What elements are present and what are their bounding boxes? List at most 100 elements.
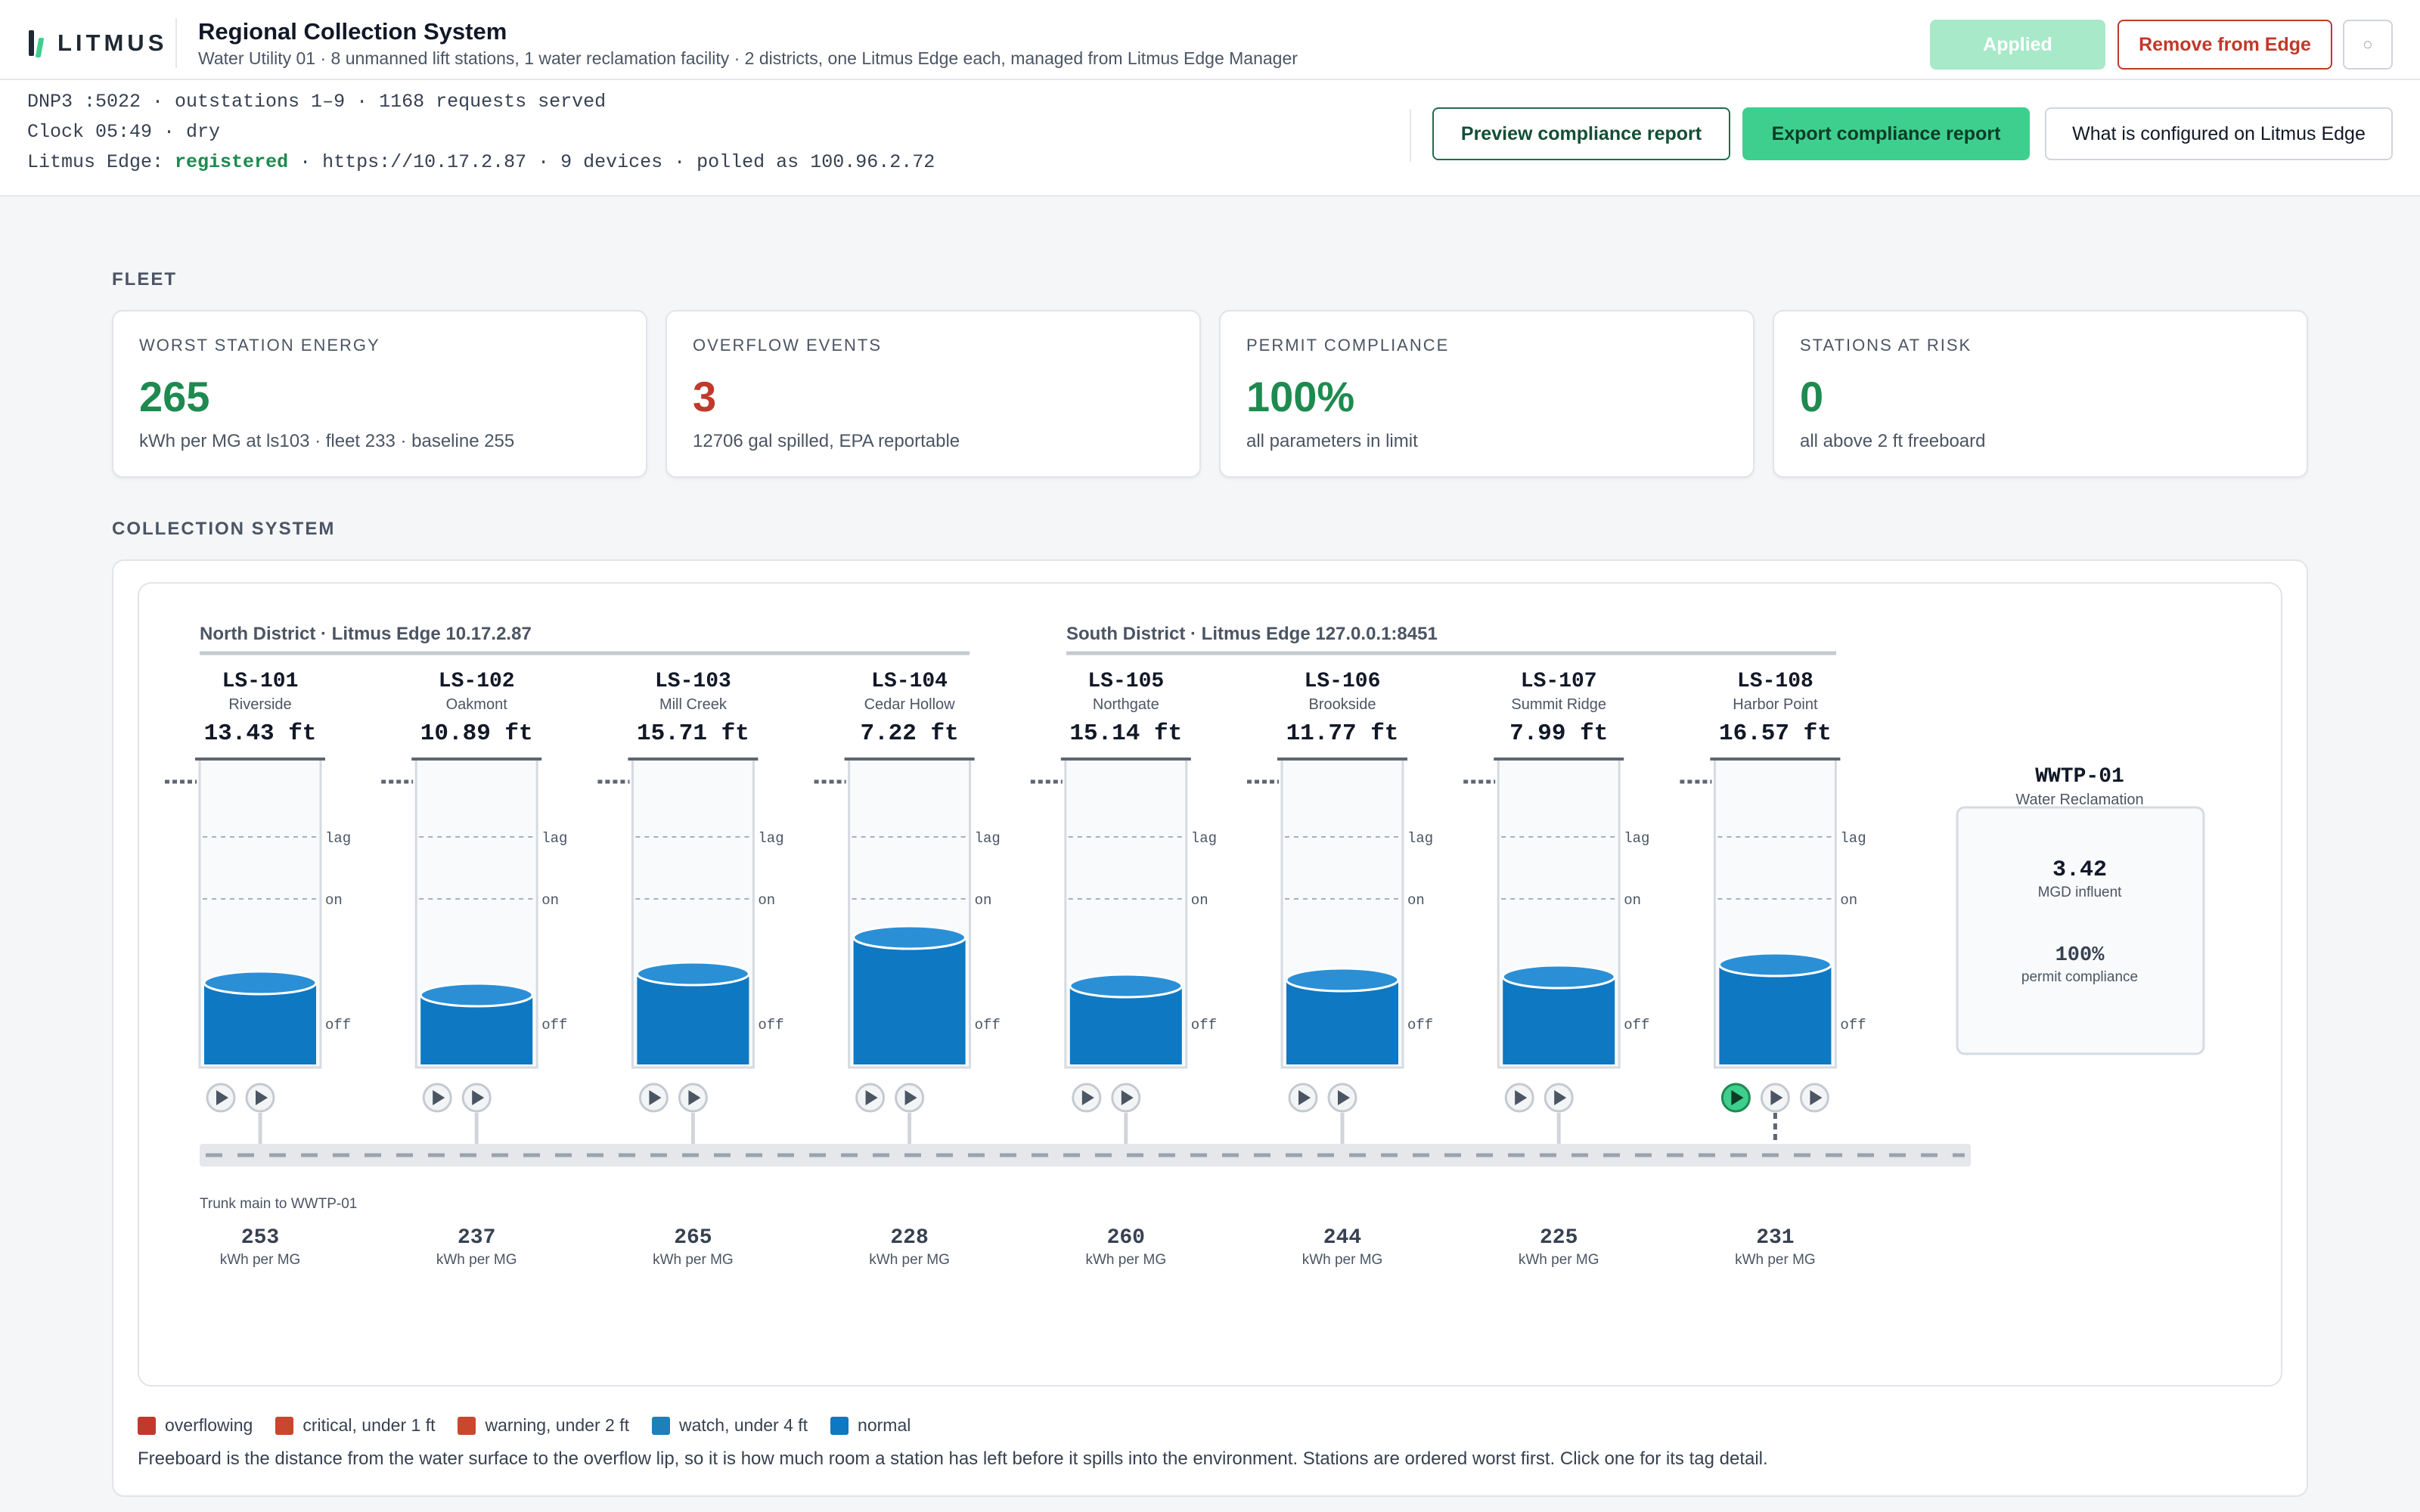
setpoint-on-label: on <box>975 892 992 909</box>
station-level: 10.89 ft <box>420 720 533 747</box>
wwtp-facility[interactable]: WWTP-01 Water Reclamation 3.42 MGD influent… <box>1956 765 2205 1055</box>
station-energy-unit: kWh per MG <box>220 1252 301 1268</box>
setpoint-on-label: on <box>1191 892 1208 909</box>
station-level: 7.99 ft <box>1509 720 1608 747</box>
kpi-card-stations-at-risk[interactable]: STATIONS AT RISK 0 all above 2 ft freebo… <box>1773 310 2308 478</box>
station-energy-unit: kWh per MG <box>869 1252 950 1268</box>
station-id: LS-106 <box>1305 670 1381 693</box>
kpi-card-permit-compliance[interactable]: PERMIT COMPLIANCE 100% all parameters in… <box>1219 310 1754 478</box>
station-ls-108[interactable]: LS-108 Harbor Point 16.57 ft lag on off 231 kWh… <box>1680 670 1866 1268</box>
water-level <box>1719 965 1832 1064</box>
pump-idle-icon[interactable] <box>245 1083 275 1113</box>
station-ls-105[interactable]: LS-105 Northgate 15.14 ft lag on off 260 kWh pe… <box>1030 670 1217 1268</box>
export-report-button[interactable]: Export compliance report <box>1742 107 2030 160</box>
wwtp-influent-label: MGD influent <box>2038 885 2123 900</box>
water-surface <box>852 925 967 950</box>
water-level <box>637 974 749 1064</box>
edge-config-button[interactable]: What is configured on Litmus Edge <box>2045 107 2393 160</box>
setpoint-off-label: off <box>1840 1017 1866 1033</box>
district-label: North District · Litmus Edge 10.17.2.87 <box>200 624 532 644</box>
pump-idle-icon[interactable] <box>206 1083 236 1113</box>
wwtp-influent-value: 3.42 <box>2052 857 2107 883</box>
station-energy-unit: kWh per MG <box>1302 1252 1383 1268</box>
setpoint-lag-label: lag <box>975 830 1001 847</box>
header-divider <box>175 18 177 68</box>
status-divider <box>1410 109 1411 162</box>
theme-toggle-button[interactable]: ◌ <box>2343 20 2393 70</box>
pump-idle-icon[interactable] <box>1544 1083 1574 1113</box>
setpoint-lag-label: lag <box>758 830 783 847</box>
trunk-main <box>200 1144 1971 1167</box>
station-energy-value: 228 <box>890 1226 928 1250</box>
setpoint-on-label: on <box>1407 892 1425 909</box>
status-bar: DNP3 :5022 · outstations 1–9 · 1168 requ… <box>0 80 2420 197</box>
app-header: LITMUS Regional Collection System Water … <box>0 0 2420 80</box>
theme-toggle-icon: ◌ <box>2363 36 2372 53</box>
preview-report-button[interactable]: Preview compliance report <box>1432 107 1730 160</box>
station-energy-value: 265 <box>674 1226 712 1250</box>
wwtp-compliance-value: 100% <box>2055 944 2105 967</box>
fleet-section-label: FLEET <box>112 269 177 290</box>
pump-idle-icon[interactable] <box>1327 1083 1357 1113</box>
clock-status: Clock 05:49 · dry <box>27 121 221 143</box>
kpi-description: all parameters in limit <box>1246 431 1418 451</box>
station-name: Northgate <box>1093 696 1159 713</box>
station-level: 13.43 ft <box>204 720 317 747</box>
legend-swatch <box>275 1416 294 1435</box>
station-id: LS-108 <box>1737 670 1813 693</box>
kpi-card-worst-energy[interactable]: WORST STATION ENERGY 265 kWh per MG at l… <box>112 310 647 478</box>
setpoint-off-label: off <box>541 1017 567 1033</box>
setpoint-lag-label: lag <box>1191 830 1217 847</box>
pump-idle-icon[interactable] <box>895 1083 925 1113</box>
water-surface <box>1069 973 1184 999</box>
setpoint-on-label: on <box>1840 892 1857 909</box>
pump-idle-icon[interactable] <box>855 1083 886 1113</box>
station-id: LS-103 <box>655 670 731 693</box>
pump-idle-icon[interactable] <box>1760 1083 1790 1113</box>
station-id: LS-107 <box>1521 670 1597 693</box>
setpoint-off-label: off <box>325 1017 351 1033</box>
legend-label: warning, under 2 ft <box>485 1415 629 1435</box>
station-ls-102[interactable]: LS-102 Oakmont 10.89 ft lag on off 237 kWh per … <box>381 670 567 1268</box>
station-energy-value: 260 <box>1107 1226 1145 1250</box>
pump-idle-icon[interactable] <box>461 1083 492 1113</box>
applied-button[interactable]: Applied <box>1930 20 2105 70</box>
station-ls-103[interactable]: LS-103 Mill Creek 15.71 ft lag on off 265 kWh p… <box>597 670 784 1268</box>
litmus-logo: LITMUS <box>27 27 167 59</box>
setpoint-on-label: on <box>325 892 343 909</box>
station-name: Riverside <box>228 696 291 713</box>
station-ls-107[interactable]: LS-107 Summit Ridge 7.99 ft lag on off 225 kWh … <box>1463 670 1649 1268</box>
pump-idle-icon[interactable] <box>1111 1083 1141 1113</box>
pump-idle-icon[interactable] <box>1072 1083 1102 1113</box>
pump-running-icon[interactable] <box>1720 1083 1751 1113</box>
wwtp-name: Water Reclamation <box>2015 792 2143 808</box>
station-ls-106[interactable]: LS-106 Brookside 11.77 ft lag on off 244 kWh pe… <box>1247 670 1433 1268</box>
pump-idle-icon[interactable] <box>1288 1083 1318 1113</box>
remove-from-edge-button[interactable]: Remove from Edge <box>2118 20 2332 70</box>
water-level <box>1069 986 1182 1064</box>
legend-item-warning: warning, under 2 ft <box>458 1415 629 1436</box>
station-name: Brookside <box>1309 696 1376 713</box>
kpi-card-overflow-events[interactable]: OVERFLOW EVENTS 3 12706 gal spilled, EPA… <box>666 310 1201 478</box>
dnp3-status: DNP3 :5022 · outstations 1–9 · 1168 requ… <box>27 91 607 113</box>
wwtp-compliance-label: permit compliance <box>2021 969 2138 985</box>
kpi-description: all above 2 ft freeboard <box>1800 431 1986 451</box>
station-level: 16.57 ft <box>1719 720 1832 747</box>
pump-idle-icon[interactable] <box>678 1083 708 1113</box>
station-level: 7.22 ft <box>860 720 958 747</box>
station-ls-104[interactable]: LS-104 Cedar Hollow 7.22 ft lag on off 228 kWh … <box>814 670 1001 1268</box>
kpi-label: OVERFLOW EVENTS <box>693 336 883 355</box>
kpi-description: kWh per MG at ls103 · fleet 233 · baseli… <box>139 431 515 451</box>
setpoint-off-label: off <box>975 1017 1001 1033</box>
pump-idle-icon[interactable] <box>638 1083 669 1113</box>
setpoint-on-label: on <box>758 892 775 909</box>
station-name: Mill Creek <box>659 696 728 713</box>
station-energy-unit: kWh per MG <box>436 1252 517 1268</box>
pump-idle-icon[interactable] <box>1504 1083 1534 1113</box>
setpoint-lag-label: lag <box>1407 830 1433 847</box>
freeboard-footnote: Freeboard is the distance from the water… <box>138 1448 1768 1469</box>
station-energy-unit: kWh per MG <box>1735 1252 1816 1268</box>
pump-idle-icon[interactable] <box>1799 1083 1829 1113</box>
pump-idle-icon[interactable] <box>422 1083 452 1113</box>
station-ls-101[interactable]: LS-101 Riverside 13.43 ft lag on off 253 kWh pe… <box>165 670 351 1268</box>
